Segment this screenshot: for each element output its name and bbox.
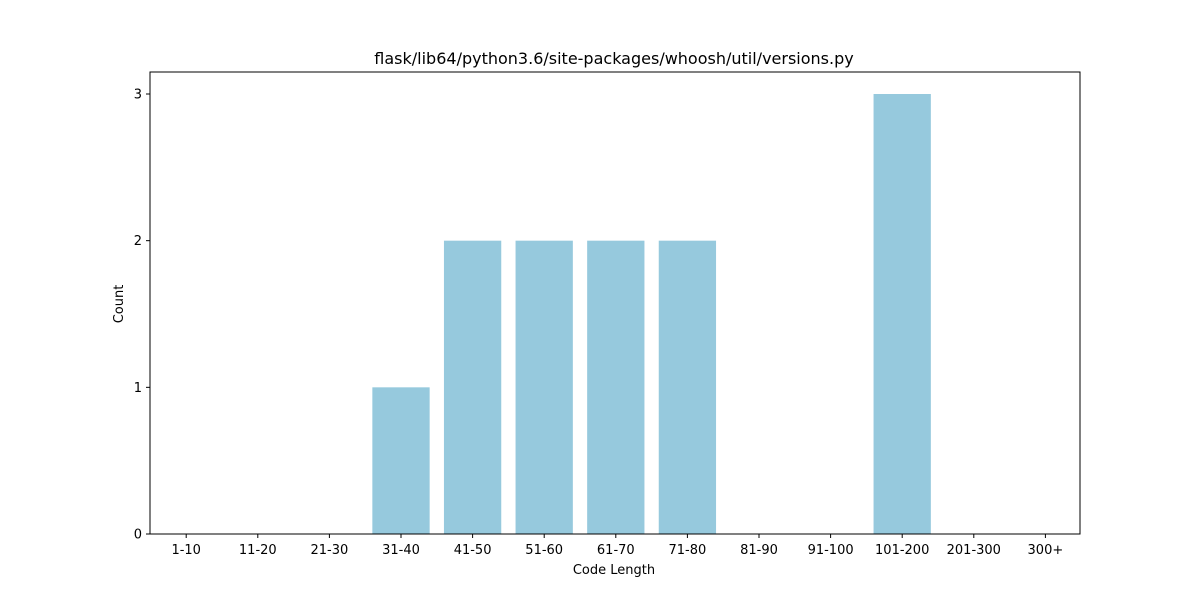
x-tick-label: 81-90	[740, 543, 778, 558]
y-axis-label: Count	[112, 285, 127, 324]
bar-71-80	[658, 240, 717, 535]
bar-101-200	[873, 94, 931, 534]
x-tick-label: 1-10	[171, 543, 201, 558]
x-tick-label: 201-300	[947, 543, 1001, 558]
x-tick-label: 71-80	[669, 543, 707, 558]
x-tick-label: 21-30	[311, 543, 349, 558]
x-tick-label: 101-200	[875, 543, 929, 558]
x-tick-label: 91-100	[808, 543, 854, 558]
y-tick-label: 2	[134, 234, 142, 249]
y-axis-ticks: 0 1 2 3	[134, 88, 150, 543]
x-axis-ticks: 1-10 11-20 21-30 31-40 41-50 51-60 61-70 71-80 8…	[171, 534, 1063, 558]
x-tick-label: 51-60	[525, 543, 563, 558]
y-tick-label: 0	[134, 528, 142, 543]
x-tick-label: 61-70	[597, 543, 635, 558]
x-tick-label: 31-40	[382, 543, 420, 558]
y-tick-label: 3	[134, 88, 142, 103]
x-tick-label: 11-20	[239, 543, 277, 558]
y-tick-label: 1	[134, 381, 142, 396]
x-axis-label: Code Length	[573, 563, 655, 578]
x-tick-label: 300+	[1028, 543, 1064, 558]
bar-41-50	[443, 240, 502, 535]
bar-51-60	[515, 240, 573, 535]
chart-title: flask/lib64/python3.6/site-packages/whoo…	[374, 49, 853, 68]
bars-layer	[372, 94, 931, 535]
x-tick-label: 41-50	[454, 543, 492, 558]
plot-area-frame	[149, 71, 1081, 535]
bar-61-70	[587, 240, 645, 535]
bar-31-40	[372, 387, 430, 534]
